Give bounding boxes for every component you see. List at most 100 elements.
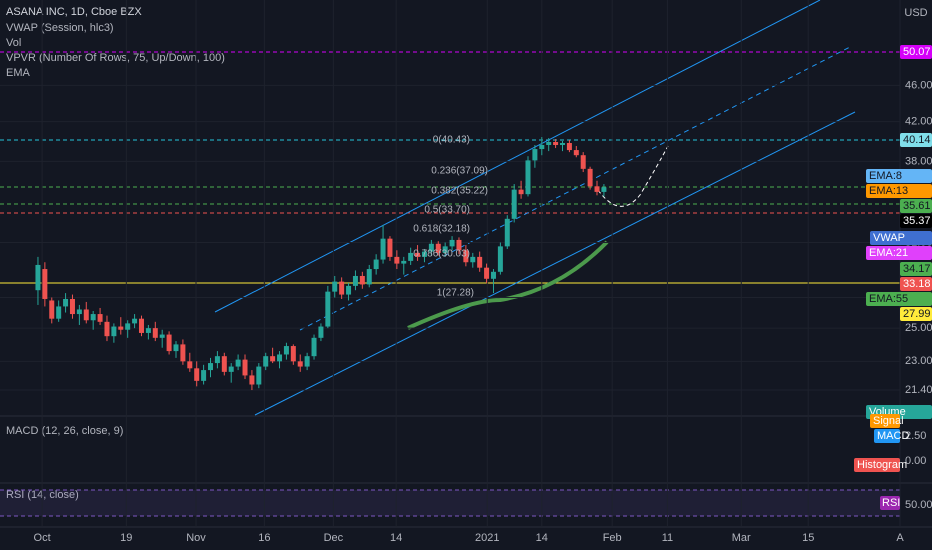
candle-body: [415, 252, 421, 257]
macd-label: Signal: [873, 415, 904, 427]
projection-arrow: [597, 145, 669, 207]
price-label: EMA:55: [869, 293, 908, 305]
symbol-title: ASANA INC, 1D, Cboe BZX: [6, 6, 142, 18]
candle-body: [263, 356, 269, 367]
candle-body: [125, 323, 131, 330]
fib-label: 0.382(35.22): [431, 186, 488, 197]
fib-label: 0.618(32.18): [413, 224, 470, 235]
candle-body: [76, 309, 82, 315]
price-label-box: [900, 133, 932, 147]
candle-body: [573, 150, 579, 156]
candle-body: [352, 275, 358, 286]
candle-body: [277, 354, 283, 362]
price-label-box: [900, 199, 932, 213]
y-tick-label: 38.00: [905, 155, 932, 167]
candle-body: [90, 314, 96, 321]
candle-body: [194, 368, 200, 381]
candle-body: [201, 370, 207, 381]
price-label: 27.99: [903, 308, 931, 320]
indicator-label: VPVR (Number Of Rows, 75, Up/Down, 100): [6, 52, 225, 64]
indicator-label: Vol: [6, 37, 21, 49]
candle-body: [187, 361, 193, 369]
candle-body: [325, 291, 331, 327]
rsi-band: [0, 490, 900, 516]
candle-body: [470, 256, 476, 263]
y-tick-label: 21.40: [905, 384, 932, 396]
candle-body: [346, 285, 352, 295]
candle-body: [56, 306, 62, 319]
candle-body: [421, 251, 427, 257]
x-tick-label: A: [896, 532, 904, 544]
y-tick-label: 46.00: [905, 79, 932, 91]
candle-body: [497, 246, 503, 272]
candle-body: [553, 142, 559, 146]
candle-body: [118, 326, 124, 330]
candle-body: [504, 218, 510, 247]
candle-body: [566, 143, 572, 151]
candle-body: [449, 239, 455, 247]
price-label: 33.18: [903, 278, 931, 290]
candle-body: [214, 356, 220, 364]
indicator-label: VWAP (Session, hlc3): [6, 22, 114, 34]
candle-body: [180, 344, 186, 362]
candle-body: [380, 238, 386, 260]
currency: USD: [904, 7, 927, 19]
candle-body: [166, 334, 172, 352]
price-label-box: [900, 277, 932, 291]
candle-body: [221, 356, 227, 372]
fib-label: 1(27.28): [437, 288, 474, 299]
indicator-label: EMA: [6, 67, 31, 79]
candle-body: [318, 326, 324, 338]
candle-body: [159, 334, 165, 338]
x-tick-label: 19: [120, 532, 132, 544]
candle-body: [373, 259, 379, 270]
candle-body: [83, 309, 89, 321]
candle-body: [456, 239, 462, 251]
candle-body: [311, 337, 317, 357]
macd-title: MACD (12, 26, close, 9): [6, 425, 123, 437]
candle-body: [304, 356, 310, 367]
candle-body: [63, 298, 69, 307]
macd-label: MACD: [877, 430, 909, 442]
price-label: VWAP: [873, 232, 905, 244]
price-label-box: [900, 214, 932, 228]
x-tick-label: 15: [802, 532, 814, 544]
x-tick-label: Feb: [603, 532, 622, 544]
price-label: 50.07: [903, 46, 931, 58]
candle-body: [111, 326, 117, 337]
price-label: 34.17: [903, 263, 931, 275]
price-label: EMA:21: [869, 247, 908, 259]
x-tick-label: 16: [258, 532, 270, 544]
x-tick-label: 11: [662, 532, 673, 544]
macd-label-box: [854, 458, 900, 472]
candle-body: [601, 187, 607, 192]
candle-body: [394, 256, 400, 264]
macd-label-box: [874, 429, 900, 443]
candle-body: [132, 318, 138, 324]
macd-label: Histogram: [857, 459, 907, 471]
candle-body: [587, 168, 593, 187]
candle-body: [208, 363, 214, 371]
x-tick-label: Mar: [732, 532, 751, 544]
ema-55-line: [407, 240, 609, 330]
candle-body: [490, 271, 496, 279]
candle-body: [283, 346, 289, 355]
candle-body: [408, 252, 414, 261]
price-label-box: [900, 307, 932, 321]
fib-label: 0.236(37.09): [431, 166, 488, 177]
candle-body: [539, 145, 545, 150]
candle-body: [49, 300, 55, 319]
candle-body: [152, 328, 158, 338]
x-tick-label: 14: [390, 532, 402, 544]
price-label-box: [900, 262, 932, 276]
candle-body: [518, 189, 524, 195]
candle-body: [242, 359, 248, 376]
price-label-box: [866, 246, 932, 260]
price-label: 35.61: [903, 200, 931, 212]
fib-label: 0(40.43): [433, 135, 470, 146]
candle-body: [339, 281, 345, 295]
channel-line: [214, 0, 821, 313]
candle-body: [235, 359, 241, 367]
fib-label: 0.786(30.03): [413, 249, 470, 260]
candle-body: [228, 366, 234, 372]
